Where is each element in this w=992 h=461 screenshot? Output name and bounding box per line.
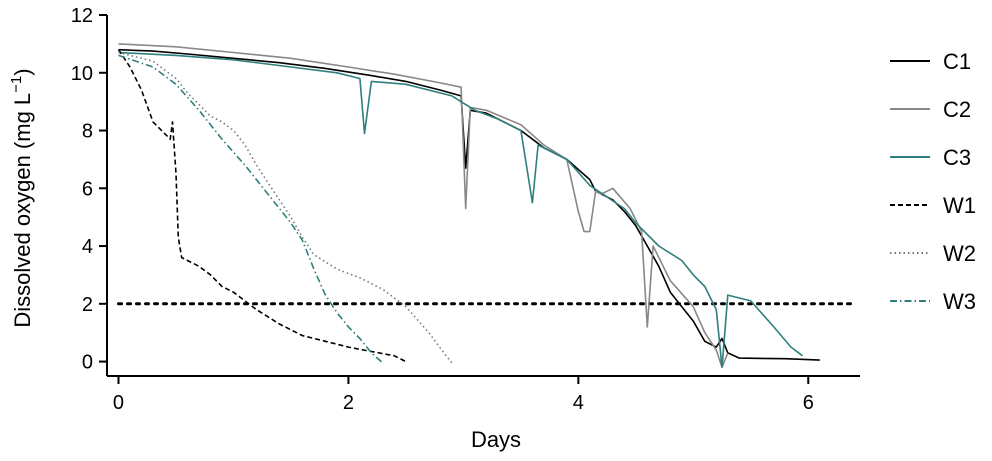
y-axis-title: Dissolved oxygen (mg L−1) [8, 68, 35, 327]
legend-label-c2: C2 [943, 97, 971, 122]
y-ticks: 0 2 4 6 8 10 12 [71, 5, 107, 374]
series-group [117, 43, 820, 369]
y-tick-label: 10 [71, 63, 93, 85]
series-line-w2 [118, 51, 453, 364]
x-tick-label: 2 [343, 392, 354, 414]
y-tick-label: 8 [82, 121, 93, 143]
y-axis-title-sup: −1 [8, 76, 25, 93]
y-tick-label: 6 [82, 178, 93, 200]
y-tick-label: 2 [82, 294, 93, 316]
series-line-c2 [118, 43, 729, 369]
series-line-w3 [118, 54, 384, 364]
legend-label-w3: W3 [943, 289, 976, 314]
legend-label-c1: C1 [943, 49, 971, 74]
legend-label-w1: W1 [943, 193, 976, 218]
legend: C1 C2 C3 W1 W2 W3 [890, 49, 976, 314]
x-tick-label: 6 [803, 392, 814, 414]
series-line-w1 [117, 49, 407, 363]
y-tick-label: 12 [71, 5, 93, 27]
x-axis-title: Days [471, 427, 521, 452]
legend-label-c3: C3 [943, 145, 971, 170]
y-tick-label: 4 [82, 236, 93, 258]
series-line-c3 [118, 51, 803, 369]
y-axis-title-main: Dissolved oxygen (mg L [10, 93, 35, 328]
series-line-c1 [118, 48, 820, 361]
x-ticks: 0 2 4 6 [113, 376, 814, 414]
plot-area: 0 2 4 6 0 2 4 6 8 10 12 [71, 5, 860, 414]
y-tick-label: 0 [82, 352, 93, 374]
x-tick-label: 0 [113, 392, 124, 414]
x-tick-label: 4 [573, 392, 584, 414]
legend-label-w2: W2 [943, 241, 976, 266]
y-axis-title-close: ) [10, 68, 35, 75]
